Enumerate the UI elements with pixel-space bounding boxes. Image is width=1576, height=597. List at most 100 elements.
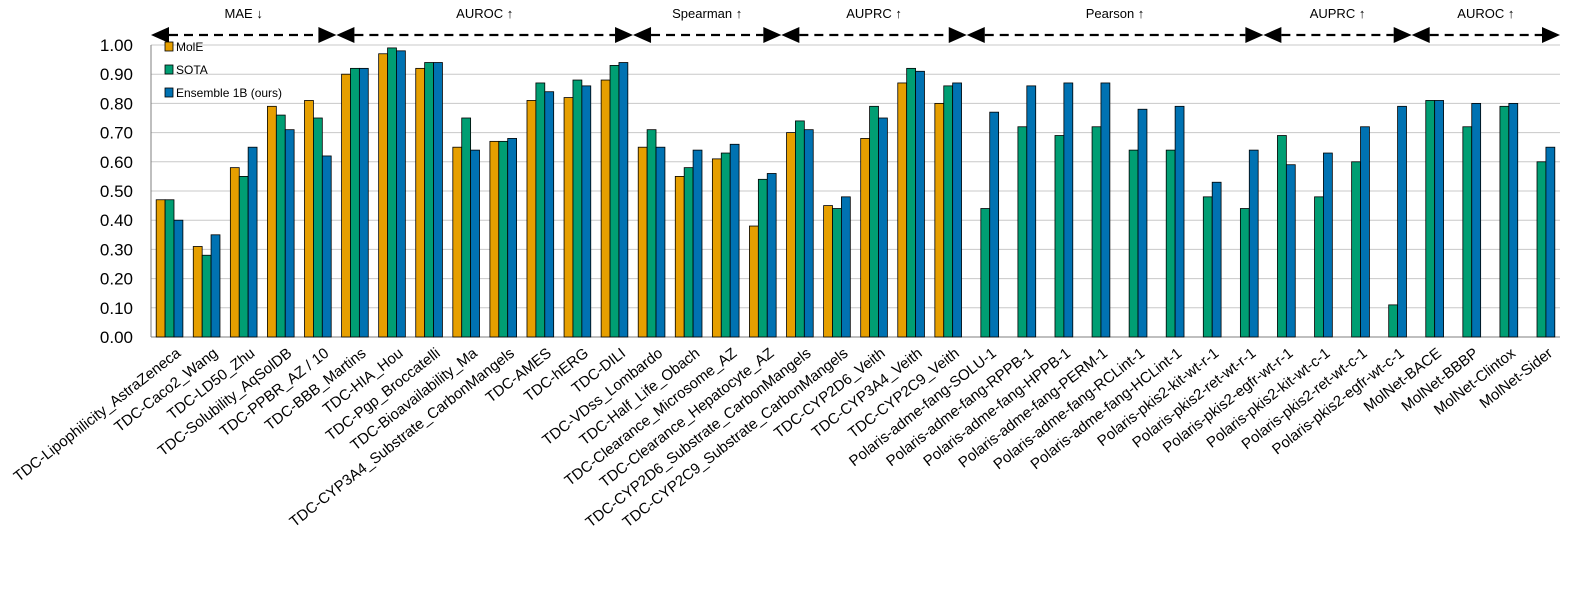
bar-ensemble-1b-ours <box>766 173 777 338</box>
bar-sota <box>461 117 472 338</box>
bar-mole <box>860 138 870 338</box>
bar-ensemble-1b-ours <box>247 146 258 338</box>
y-tick-label: 0.30 <box>100 240 133 259</box>
bar-mole <box>711 158 722 338</box>
bar-mole <box>415 67 426 338</box>
bar-ensemble-1b-ours <box>1471 103 1482 338</box>
arrow-head-right <box>1245 27 1264 43</box>
bar-ensemble-1b-ours <box>321 155 332 338</box>
arrow-head-left <box>336 27 355 43</box>
bar-ensemble-1b-ours <box>729 143 740 338</box>
bar-sota <box>1017 126 1028 338</box>
bar-ensemble-1b-ours <box>470 149 480 338</box>
bar-mole <box>526 100 537 338</box>
bar-mole <box>229 167 240 338</box>
bar-ensemble-1b-ours <box>1545 146 1556 338</box>
bar-sota <box>832 208 842 338</box>
bar-sota <box>350 67 360 338</box>
bar-sota <box>1239 208 1250 338</box>
bar-mole <box>378 53 388 338</box>
bar-sota <box>498 140 509 338</box>
arrow-head-right <box>948 27 967 43</box>
bar-sota <box>1499 105 1510 338</box>
bar-ensemble-1b-ours <box>1397 105 1407 338</box>
bar-mole <box>563 97 574 338</box>
bar-mole <box>600 79 611 338</box>
arrow-head-right <box>1542 27 1560 43</box>
bar-mole <box>749 225 759 338</box>
metric-label: Spearman ↑ <box>672 6 742 21</box>
legend-swatch <box>164 87 174 98</box>
legend-swatch <box>164 64 174 75</box>
bar-sota <box>646 129 657 338</box>
bar-mole <box>489 140 500 338</box>
y-tick-label: 0.90 <box>100 65 133 84</box>
arrow-head-right <box>763 27 782 43</box>
bar-sota <box>1165 149 1176 338</box>
bar-ensemble-1b-ours <box>1026 85 1037 338</box>
arrow-head-left <box>151 27 169 43</box>
bar-sota <box>869 105 879 338</box>
metric-label: AUPRC ↑ <box>846 6 902 21</box>
bar-mole <box>304 100 314 338</box>
bar-sota <box>795 120 805 338</box>
bar-mole <box>786 132 796 338</box>
bar-sota <box>1462 126 1473 338</box>
bar-mole <box>637 146 648 338</box>
bar-sota <box>757 178 768 338</box>
bar-sota <box>1314 196 1324 338</box>
bar-sota <box>313 117 323 338</box>
arrow-head-left <box>633 27 652 43</box>
bar-mole <box>192 246 203 338</box>
bar-mole <box>934 103 945 338</box>
bar-mole <box>897 82 908 338</box>
bar-sota <box>1091 126 1102 338</box>
bar-ensemble-1b-ours <box>618 62 629 338</box>
bar-sota <box>683 167 694 338</box>
y-tick-label: 1.00 <box>100 36 133 55</box>
bar-sota <box>1536 161 1547 338</box>
bar-ensemble-1b-ours <box>1100 82 1111 338</box>
bar-ensemble-1b-ours <box>989 111 1000 338</box>
bar-sota <box>1351 161 1361 338</box>
bar-ensemble-1b-ours <box>1248 149 1259 338</box>
bar-sota <box>1388 304 1398 338</box>
bar-ensemble-1b-ours <box>1285 164 1296 338</box>
bars-layer <box>155 47 1556 338</box>
bar-ensemble-1b-ours <box>358 67 369 338</box>
y-tick-label: 0.80 <box>100 94 133 113</box>
y-tick-label: 0.70 <box>100 124 133 143</box>
bar-sota <box>1054 135 1065 338</box>
legend-label: SOTA <box>176 63 208 77</box>
bar-ensemble-1b-ours <box>1211 181 1222 338</box>
bar-ensemble-1b-ours <box>544 91 555 338</box>
bar-sota <box>201 254 212 338</box>
bar-sota <box>424 62 434 338</box>
bar-ensemble-1b-ours <box>1508 103 1519 338</box>
bar-sota <box>275 114 286 338</box>
bar-sota <box>387 47 397 338</box>
bar-ensemble-1b-ours <box>1063 82 1074 338</box>
bar-sota <box>535 82 546 338</box>
arrow-head-left <box>966 27 985 43</box>
bar-ensemble-1b-ours <box>1137 108 1148 338</box>
metric-label: MAE ↓ <box>225 6 263 21</box>
arrow-head-right <box>1393 27 1412 43</box>
bar-sota <box>943 85 954 338</box>
bar-ensemble-1b-ours <box>655 146 666 338</box>
bar-mole <box>267 105 277 338</box>
legend-swatch <box>164 41 174 52</box>
metric-label: Pearson ↑ <box>1086 6 1145 21</box>
bar-mole <box>341 73 351 338</box>
bar-mole <box>452 146 463 338</box>
bar-ensemble-1b-ours <box>841 196 851 338</box>
legend-label: MolE <box>176 40 203 54</box>
metric-header: MAE ↓ AUROC ↑ Spearman ↑ AUPRC ↑ Pearson ↑ AU… <box>151 6 1560 43</box>
arrow-head-left <box>1263 27 1282 43</box>
y-tick-label: 0.20 <box>100 270 133 289</box>
bar-ensemble-1b-ours <box>952 82 962 338</box>
y-tick-label: 0.10 <box>100 299 133 318</box>
bar-ensemble-1b-ours <box>803 129 814 338</box>
